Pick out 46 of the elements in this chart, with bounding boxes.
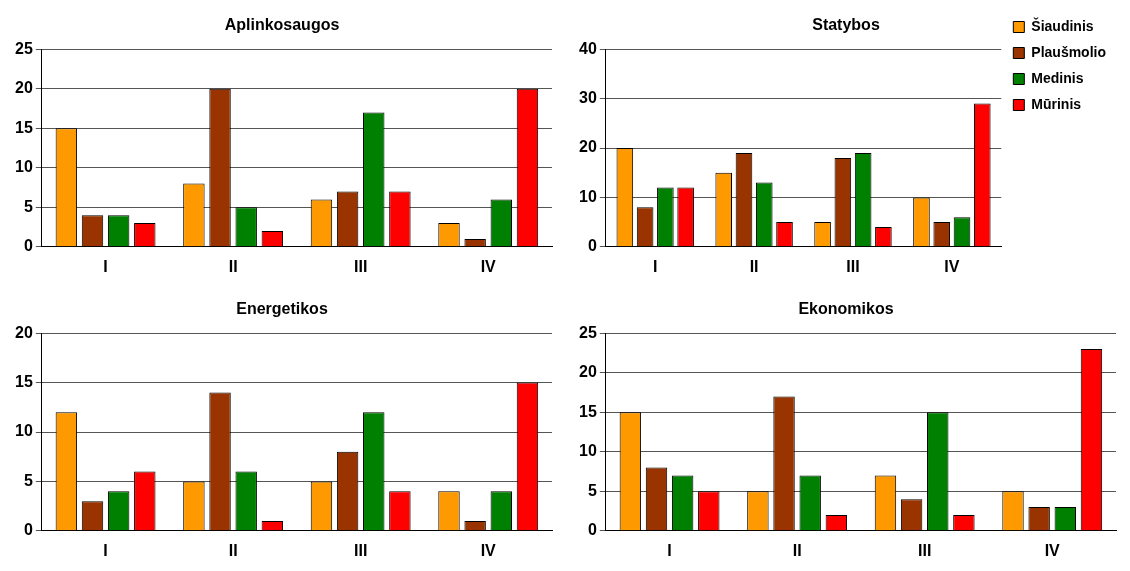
- y-tick-label: 0: [587, 521, 597, 539]
- y-tick-label: 0: [587, 237, 597, 255]
- y-tick-label: 10: [579, 442, 597, 460]
- x-tick-label: II: [749, 257, 759, 275]
- y-tick-label: 40: [579, 39, 597, 57]
- y-tick-label: 25: [579, 323, 597, 341]
- x-tick-label: II: [228, 541, 238, 559]
- x-tick-label: III: [846, 257, 860, 275]
- y-tick-label: 15: [579, 402, 597, 420]
- legend-label: Medinis: [1031, 69, 1084, 86]
- y-tick-label: 15: [15, 118, 33, 136]
- legend-label: Mūrinis: [1031, 95, 1082, 112]
- x-tick-label: III: [918, 541, 932, 559]
- x-tick-label: I: [667, 541, 672, 559]
- y-tick-label: 5: [23, 197, 33, 215]
- y-tick-label: 15: [15, 373, 33, 391]
- x-tick-label: I: [103, 541, 108, 559]
- x-tick-label: I: [103, 257, 108, 275]
- chart-title: Aplinkosaugos: [224, 16, 340, 34]
- x-tick-label: I: [653, 257, 658, 275]
- y-tick-label: 0: [23, 237, 33, 255]
- y-tick-label: 20: [579, 363, 597, 381]
- chart-title: Energetikos: [236, 300, 328, 318]
- x-tick-label: III: [354, 541, 368, 559]
- legend-label: Plaušmolio: [1031, 43, 1106, 60]
- chart-title: Ekonomikos: [798, 300, 894, 318]
- chart-title: Statybos: [812, 16, 880, 34]
- y-tick-label: 10: [15, 422, 33, 440]
- y-tick-label: 20: [579, 138, 597, 156]
- x-tick-label: II: [228, 257, 238, 275]
- x-tick-label: III: [354, 257, 368, 275]
- legend-label: Šiaudinis: [1031, 16, 1094, 34]
- y-tick-label: 25: [15, 39, 33, 57]
- x-tick-label: IV: [944, 257, 960, 275]
- y-tick-label: 5: [587, 481, 597, 499]
- y-tick-label: 20: [15, 79, 33, 97]
- y-tick-label: 10: [15, 158, 33, 176]
- x-tick-label: IV: [480, 257, 497, 275]
- x-tick-label: II: [792, 541, 802, 559]
- y-tick-label: 30: [579, 89, 597, 107]
- y-tick-label: 10: [579, 187, 597, 205]
- y-tick-label: 5: [23, 471, 33, 489]
- x-tick-label: IV: [480, 541, 497, 559]
- x-tick-label: IV: [1044, 541, 1061, 559]
- y-tick-label: 20: [15, 323, 33, 341]
- y-tick-label: 0: [23, 521, 33, 539]
